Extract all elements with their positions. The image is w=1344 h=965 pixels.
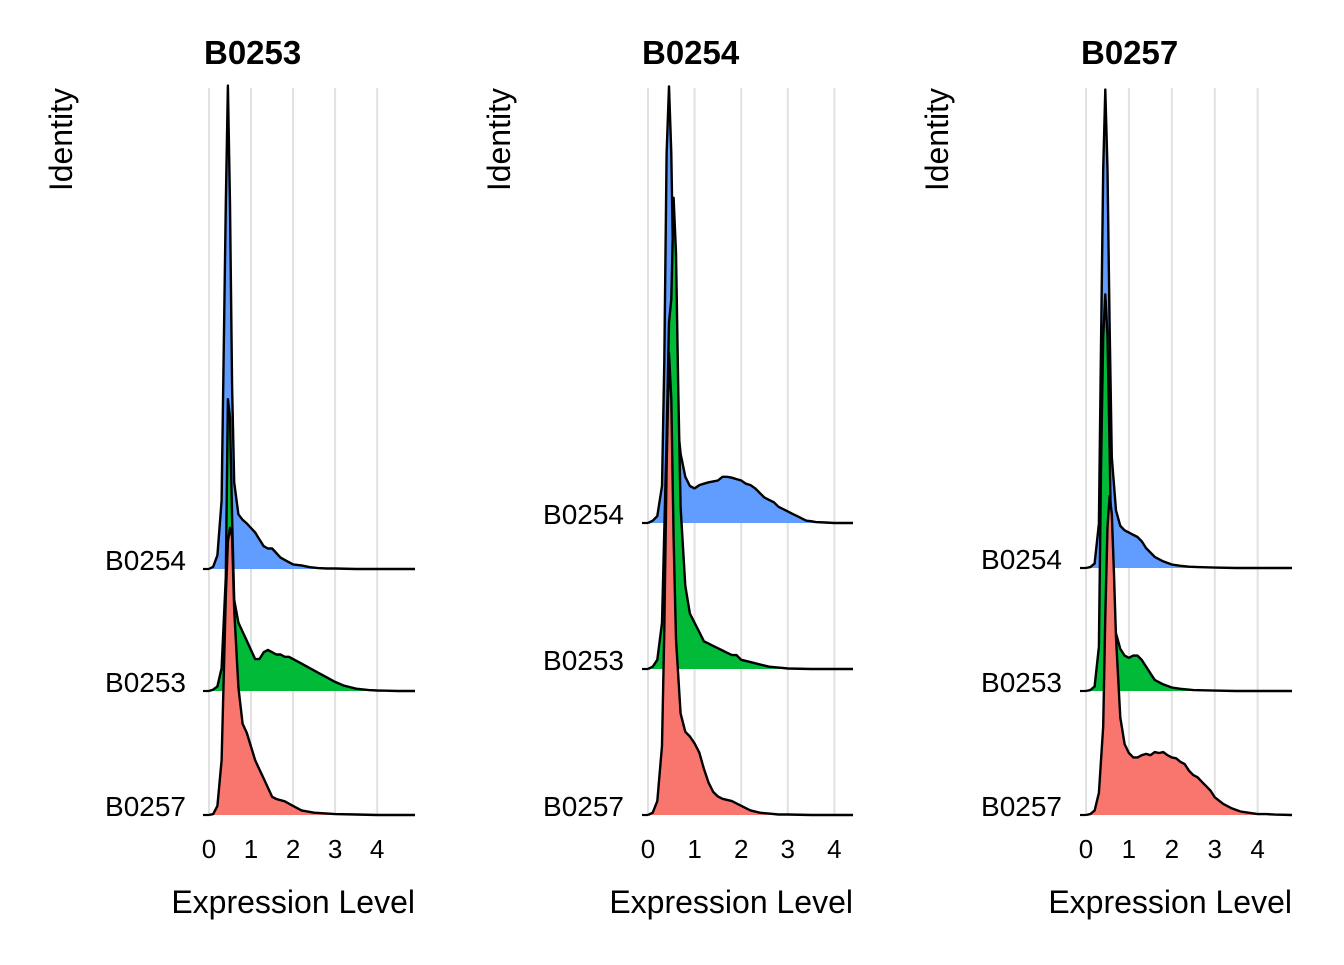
ridge-line-B0254	[1085, 88, 1292, 570]
ridge-line-B0253	[647, 196, 853, 671]
ridge-line-B0254	[647, 85, 853, 525]
identity-label: B0253	[981, 667, 1062, 698]
panel-2: B0257 Identity B0254 B0253 B0257 0 1 2 3 4 Express…	[919, 34, 1293, 920]
x-tick-label: 2	[734, 834, 748, 864]
ridge-line-B0257	[647, 351, 853, 817]
identity-label: B0253	[105, 667, 186, 698]
x-axis-title: Expression Level	[1048, 884, 1292, 920]
x-tick-label: 4	[827, 834, 841, 864]
y-axis-title: Identity	[919, 88, 955, 191]
ridge-line-B0257	[1085, 494, 1293, 817]
x-tick-label: 3	[1208, 834, 1222, 864]
identity-label: B0253	[543, 645, 624, 676]
x-tick-label: 4	[370, 834, 384, 864]
ridge-area-B0254	[209, 85, 415, 569]
ridge-line-B0253	[208, 398, 415, 693]
identity-label: B0257	[543, 791, 624, 822]
panel-title: B0257	[1081, 34, 1178, 71]
ridge-line-B0257	[208, 526, 415, 817]
x-tick-label: 3	[781, 834, 795, 864]
ridge-line-B0253	[1085, 293, 1292, 693]
ridge-area-B0257	[209, 527, 415, 815]
x-tick-label: 2	[1165, 834, 1179, 864]
x-tick-label: 2	[286, 834, 300, 864]
x-axis-title: Expression Level	[609, 884, 853, 920]
x-axis-title: Expression Level	[171, 884, 415, 920]
panel-0: B0253 Identity B0254 B0253 B0257 0 1 2 3 4 Express…	[43, 34, 415, 920]
ridge-line-B0254	[208, 84, 415, 571]
identity-label: B0254	[543, 499, 624, 530]
x-tick-label: 1	[687, 834, 701, 864]
y-axis-title: Identity	[43, 88, 79, 191]
ridge-area-B0257	[1086, 496, 1292, 815]
ridge-area-B0254	[1086, 89, 1292, 568]
x-tick-label: 3	[328, 834, 342, 864]
x-tick-label: 0	[641, 834, 655, 864]
x-tick-label: 1	[1122, 834, 1136, 864]
panel-1: B0254 Identity B0254 B0253 B0257 0 1 2 3 4 Express…	[481, 34, 853, 920]
y-axis-title: Identity	[481, 88, 517, 191]
x-tick-label: 0	[202, 834, 216, 864]
panel-title: B0253	[204, 34, 301, 71]
x-tick-label: 4	[1250, 834, 1264, 864]
identity-label: B0254	[105, 545, 186, 576]
panel-title: B0254	[642, 34, 740, 71]
x-tick-label: 1	[244, 834, 258, 864]
identity-label: B0257	[105, 791, 186, 822]
x-tick-label: 0	[1079, 834, 1093, 864]
identity-label: B0257	[981, 791, 1062, 822]
identity-label: B0254	[981, 544, 1062, 575]
